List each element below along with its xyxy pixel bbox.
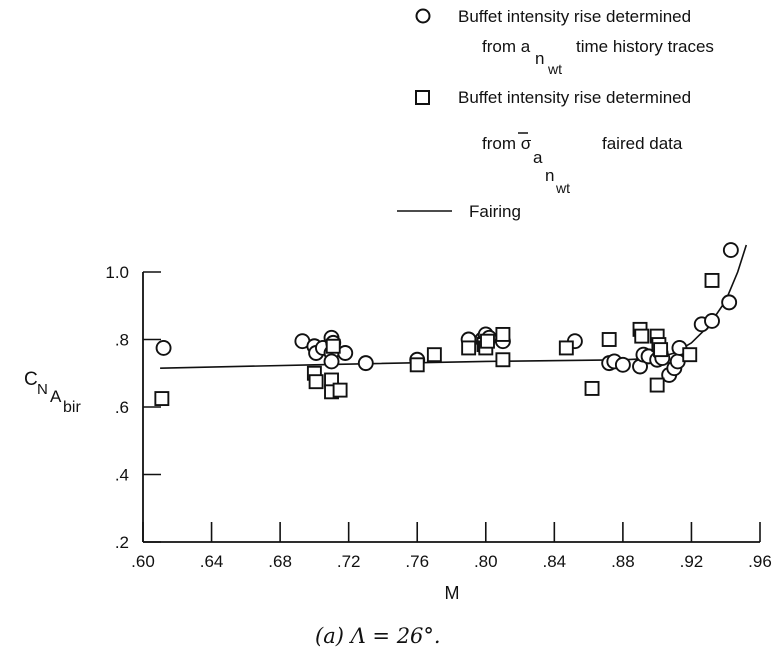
y-tick-label: .2 [115,533,129,552]
legend-square-sub-n: n [545,166,554,185]
data-point-square [601,332,617,347]
x-tick-label: .64 [200,552,224,571]
axes: .2 .4 .6 .8 1.0 .60 .64 .68 .72 .76 .80 .84 .88 .92.… [105,263,771,571]
data-point-square [558,340,574,356]
data-point-circle [357,355,374,372]
legend-circle-line2-suffix: time history traces [576,37,714,56]
legend-circle-sub-n: n [535,49,544,68]
y-label-sub-N: N [37,381,48,398]
y-tick-label: .8 [115,331,129,350]
y-label-sub-A: A [50,387,62,406]
data-point-circle [614,356,631,373]
data-point-square [634,328,650,344]
legend-square-marker [415,90,430,105]
y-label-sub-bir: bir [63,399,81,416]
x-tick-label: .88 [611,552,635,571]
legend-fairing-label: Fairing [469,202,521,221]
data-point-circle [721,294,738,311]
x-tick-label: .84 [543,552,567,571]
y-tick-label: .4 [115,466,129,485]
data-point-square [495,326,511,342]
data-point-circle [155,339,172,356]
data-point-circle [704,312,720,329]
plot-area [154,242,748,407]
legend-circle-line2-prefix: from a [482,37,531,56]
data-point-square [154,391,170,407]
legend-square-sub-a: a [533,148,543,167]
data-point-square [704,272,720,288]
x-tick-label: .80 [474,552,498,571]
data-point-square [495,352,511,368]
data-point-square [325,338,341,354]
x-tick-label: .92 [680,552,704,571]
legend-square-line2-suffix: faired data [602,134,683,153]
data-point-square [332,382,348,398]
y-tick-label: 1.0 [105,263,129,282]
data-point-square [480,333,495,349]
data-point-square [682,347,698,363]
x-tick-label: .96 [748,552,772,571]
y-ticks: .2 .4 .6 .8 1.0 [105,263,161,552]
x-ticks: .60 .64 .68 .72 .76 .80 .84 .88 .92 .96 [131,522,772,571]
legend-square-line1: Buffet intensity rise determined [458,88,691,107]
data-point-square [584,380,600,396]
y-tick-label: .6 [115,398,129,417]
x-tick-label: .76 [405,552,429,571]
data-point-square [308,374,324,390]
data-point-circle [323,353,340,370]
x-tick-label: .72 [337,552,361,571]
legend-circle-marker [415,8,431,24]
x-axis-label: M [445,583,460,603]
legend: Buffet intensity rise determined from a … [397,7,714,221]
data-point-square [409,357,425,373]
legend-circle-sub-wt: wt [547,61,562,77]
data-point-circle [722,242,739,259]
data-point-square [461,340,477,356]
legend-square-sub-wt: wt [555,180,570,196]
legend-square-line2-prefix: from σ [482,134,532,153]
data-point-square [426,347,442,363]
x-tick-label: .68 [268,552,292,571]
y-label-C: C [24,369,38,390]
y-axis-label: C N A bir [24,369,81,416]
x-tick-label: .60 [131,552,155,571]
data-point-square [653,342,669,358]
data-point-square [649,377,665,393]
legend-circle-line1: Buffet intensity rise determined [458,7,691,26]
figure-caption: (a) Λ = 26°. [315,624,441,648]
